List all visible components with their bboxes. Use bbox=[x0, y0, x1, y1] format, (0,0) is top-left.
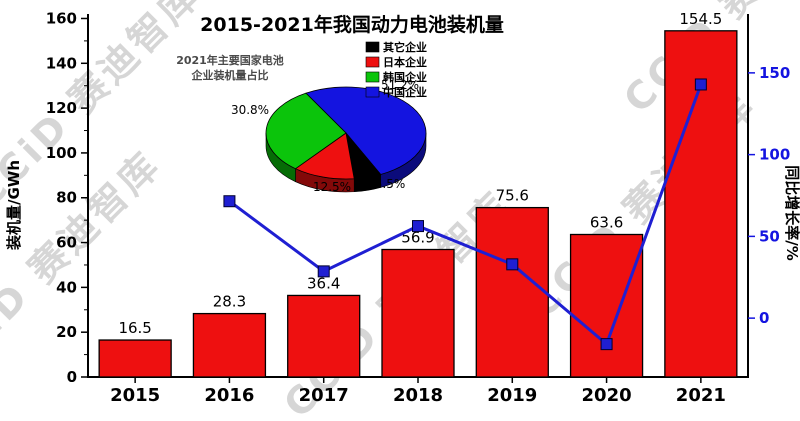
legend-label-1: 日本企业 bbox=[383, 55, 427, 69]
pie-inset-title-line1: 2021年主要国家电池 bbox=[176, 53, 284, 67]
line-series-layer bbox=[223, 78, 707, 351]
line-marker-2020 bbox=[600, 338, 613, 351]
bar-2018 bbox=[381, 248, 455, 378]
left-axis-title: 装机量/GWh bbox=[5, 160, 23, 251]
right-axis-tick-label: 0 bbox=[759, 309, 769, 327]
left-axis-tick-label: 120 bbox=[46, 99, 77, 117]
right-axis-tick-label: 150 bbox=[759, 64, 790, 82]
legend-label-3: 中国企业 bbox=[383, 85, 427, 99]
legend-swatch-1 bbox=[365, 56, 380, 68]
line-marker-2019 bbox=[506, 258, 519, 271]
bar-2015 bbox=[98, 339, 172, 378]
pie-slice-label-1: 5.5% bbox=[375, 177, 406, 191]
pie-slice-2 bbox=[294, 132, 355, 180]
bar-value-label-2020: 63.6 bbox=[590, 213, 623, 231]
line-marker-2016 bbox=[223, 195, 236, 208]
growth-rate-line bbox=[228, 83, 703, 347]
x-tick-label-2021: 2021 bbox=[676, 385, 726, 406]
x-tick-label-2016: 2016 bbox=[204, 385, 254, 406]
left-axis-tick-label: 40 bbox=[56, 278, 77, 296]
bar-2017 bbox=[287, 294, 361, 378]
left-axis-tick-label: 80 bbox=[56, 189, 77, 207]
right-axis-tick-label: 100 bbox=[759, 146, 790, 164]
bar-2016 bbox=[192, 312, 267, 378]
x-tick-label-2018: 2018 bbox=[393, 385, 443, 406]
bar-value-label-2017: 36.4 bbox=[307, 274, 340, 292]
pie-slice-label-0: 51.2% bbox=[381, 78, 419, 92]
bar-2020 bbox=[569, 233, 644, 378]
bar-value-label-2018: 56.9 bbox=[401, 229, 434, 247]
pie-slice-3 bbox=[265, 92, 347, 170]
chart-title: 2015-2021年我国动力电池装机量 bbox=[200, 13, 504, 36]
pie-slice-label-3: 30.8% bbox=[231, 103, 269, 117]
x-tick-label-2019: 2019 bbox=[487, 385, 537, 406]
bar-value-label-2016: 28.3 bbox=[213, 293, 246, 311]
x-tick-label-2017: 2017 bbox=[299, 385, 349, 406]
legend-swatch-3 bbox=[365, 86, 380, 98]
x-tick-label-2020: 2020 bbox=[582, 385, 632, 406]
left-axis-tick-label: 100 bbox=[46, 144, 77, 162]
left-axis-tick-label: 60 bbox=[56, 234, 77, 252]
line-marker-2021 bbox=[694, 78, 707, 91]
legend-label-0: 其它企业 bbox=[383, 40, 427, 54]
bar-value-label-2021: 154.5 bbox=[679, 10, 722, 28]
x-tick-label-2015: 2015 bbox=[110, 385, 160, 406]
bar-2019 bbox=[475, 206, 549, 378]
left-axis-tick-label: 140 bbox=[46, 54, 77, 72]
legend-label-2: 韩国企业 bbox=[383, 70, 427, 84]
left-axis-tick-label: 160 bbox=[46, 9, 77, 27]
line-marker-2017 bbox=[317, 265, 330, 278]
bar-series-layer: 16.5 28.3 36.4 56.9 75.6 63.6 154.5 bbox=[98, 10, 738, 378]
legend-swatch-0 bbox=[365, 41, 380, 53]
right-axis-title: 同比增长率/% bbox=[783, 165, 800, 261]
bar-value-label-2015: 16.5 bbox=[118, 319, 151, 337]
pie-slice-label-2: 12.5% bbox=[313, 180, 351, 194]
left-axis-tick-label: 20 bbox=[56, 323, 77, 341]
bar-value-label-2019: 75.6 bbox=[496, 187, 529, 205]
right-axis-tick-label: 50 bbox=[759, 227, 780, 245]
pie-slice-0 bbox=[305, 86, 427, 175]
line-marker-2018 bbox=[412, 220, 424, 233]
left-axis-tick-label: 0 bbox=[67, 368, 77, 386]
legend-swatch-2 bbox=[365, 71, 380, 83]
pie-inset-title-line2: 企业装机量占比 bbox=[191, 68, 269, 82]
